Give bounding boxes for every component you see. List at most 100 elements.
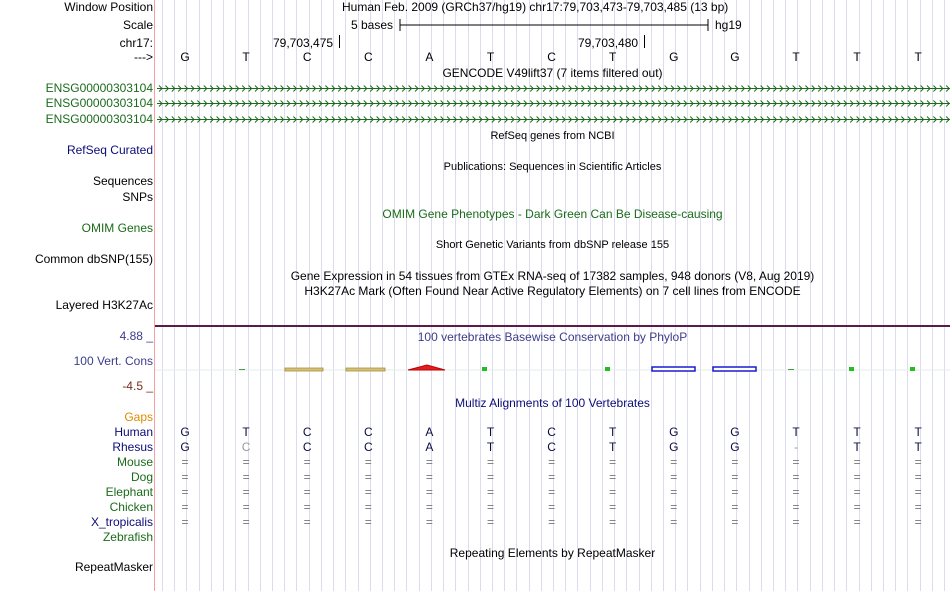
gencode-item-3[interactable]: ENSG00000303104 [45,112,153,126]
h3k27ac-track-title[interactable]: H3K27Ac Mark (Often Found Near Active Re… [304,284,801,298]
guideline [223,0,225,591]
alignment-base: = [425,500,433,514]
phylop-mark-1 [239,369,245,370]
guideline [284,0,286,591]
gencode-item-1[interactable]: ENSG00000303104 [45,81,153,95]
alignment-base: = [731,515,739,529]
guideline [259,0,261,591]
guideline [357,0,359,591]
repeatmasker-track-title[interactable]: Repeating Elements by RepeatMasker [449,546,656,560]
phylop-mark-10 [849,367,854,371]
guideline [247,0,249,591]
omim-genes-label[interactable]: OMIM Genes [81,221,153,235]
guideline [528,0,530,591]
guideline [919,0,921,591]
guideline [406,0,408,591]
dbsnp-track-title[interactable]: Short Genetic Variants from dbSNP releas… [435,239,670,251]
alignment-base: = [242,470,250,484]
sequence-base: T [853,50,861,64]
guideline [944,0,946,591]
guideline [394,0,396,591]
sequences-label[interactable]: Sequences [92,174,153,188]
gtex-track-title[interactable]: Gene Expression in 54 tissues from GTEx … [290,269,815,283]
guideline [870,0,872,591]
guideline [504,0,506,591]
alignment-species-label[interactable]: X_tropicalis [90,515,153,529]
alignment-base: = [914,500,922,514]
sequence-base: T [609,50,617,64]
alignment-base: - [794,440,798,454]
alignment-base: = [548,485,556,499]
dbsnp-label[interactable]: Common dbSNP(155) [34,252,153,266]
sequence-base: T [486,50,495,64]
alignment-base: A [425,440,434,454]
phylop-mark-6 [605,367,610,371]
guideline [271,0,273,591]
guideline [210,0,212,591]
alignment-base: = [242,515,250,529]
guideline [785,0,787,591]
alignment-base: = [548,515,556,529]
refseq-curated-label[interactable]: RefSeq Curated [66,143,153,157]
scale-bar [399,19,709,31]
alignment-base: = [425,470,433,484]
coord-tick-mark-2 [644,35,645,48]
guideline [601,0,603,591]
phylop-mark-3 [345,367,386,372]
alignment-base: = [731,485,739,499]
alignment-base: C [547,440,556,454]
coord-tick-2: 79,703,480 [578,36,639,50]
guideline [186,0,188,591]
alignment-species-label[interactable]: Mouse [116,455,153,469]
phylop-mark-11 [910,367,915,371]
alignment-base: = [303,500,311,514]
gaps-label[interactable]: Gaps [124,410,153,424]
gencode-item-2[interactable]: ENSG00000303104 [45,96,153,110]
alignment-base: = [792,455,800,469]
alignment-species-label[interactable]: Dog [130,470,153,484]
window-position-value[interactable]: Human Feb. 2009 (GRCh37/hg19) chr17:79,7… [342,0,729,14]
chrom-label: chr17: [119,36,153,50]
phylop-label[interactable]: 100 Vert. Cons [73,354,153,368]
alignment-base: = [670,455,678,469]
guideline [455,0,457,591]
refseq-track-title[interactable]: RefSeq genes from NCBI [490,130,615,142]
window-position-label: Window Position [64,0,153,14]
alignment-base: = [609,455,617,469]
scale-text: 5 bases [351,18,394,32]
guideline [821,0,823,591]
alignment-base: = [548,500,556,514]
phylop-mark-4 [407,364,446,371]
alignment-base: = [486,485,494,499]
gencode-gene-1[interactable] [157,84,950,93]
phylop-mark-5 [482,367,487,371]
guideline [577,0,579,591]
alignment-species-label[interactable]: Chicken [109,500,153,514]
h3k27ac-label[interactable]: Layered H3K27Ac [55,298,153,312]
phylop-min-value: -4.5 _ [122,379,153,393]
alignment-species-label[interactable]: Zebrafish [102,530,153,544]
gencode-track-title[interactable]: GENCODE V49lift37 (7 items filtered out) [442,66,663,80]
alignment-species-label[interactable]: Elephant [105,485,153,499]
guideline [418,0,420,591]
gencode-gene-2[interactable] [157,99,950,108]
guideline [699,0,701,591]
alignment-base: C [363,440,373,454]
alignment-species-label[interactable]: Rhesus [112,440,153,454]
track-divider [155,325,950,327]
guideline [198,0,200,591]
publications-track-title[interactable]: Publications: Sequences in Scientific Ar… [443,161,662,173]
phylop-track-title[interactable]: 100 vertebrates Basewise Conservation by… [417,330,688,344]
guideline [895,0,897,591]
omim-track-title[interactable]: OMIM Gene Phenotypes - Dark Green Can Be… [382,207,723,221]
sequence-base: C [363,50,373,64]
gencode-gene-3[interactable] [157,115,950,124]
alignment-base: = [181,455,189,469]
alignment-species-label[interactable]: Human [114,425,153,439]
alignment-base: C [302,440,312,454]
multiz-track-title[interactable]: Multiz Alignments of 100 Vertebrates [455,396,650,410]
snps-label[interactable]: SNPs [122,190,153,204]
alignment-base: = [486,500,494,514]
repeatmasker-label[interactable]: RepeatMasker [74,560,153,574]
alignment-base: = [792,500,800,514]
